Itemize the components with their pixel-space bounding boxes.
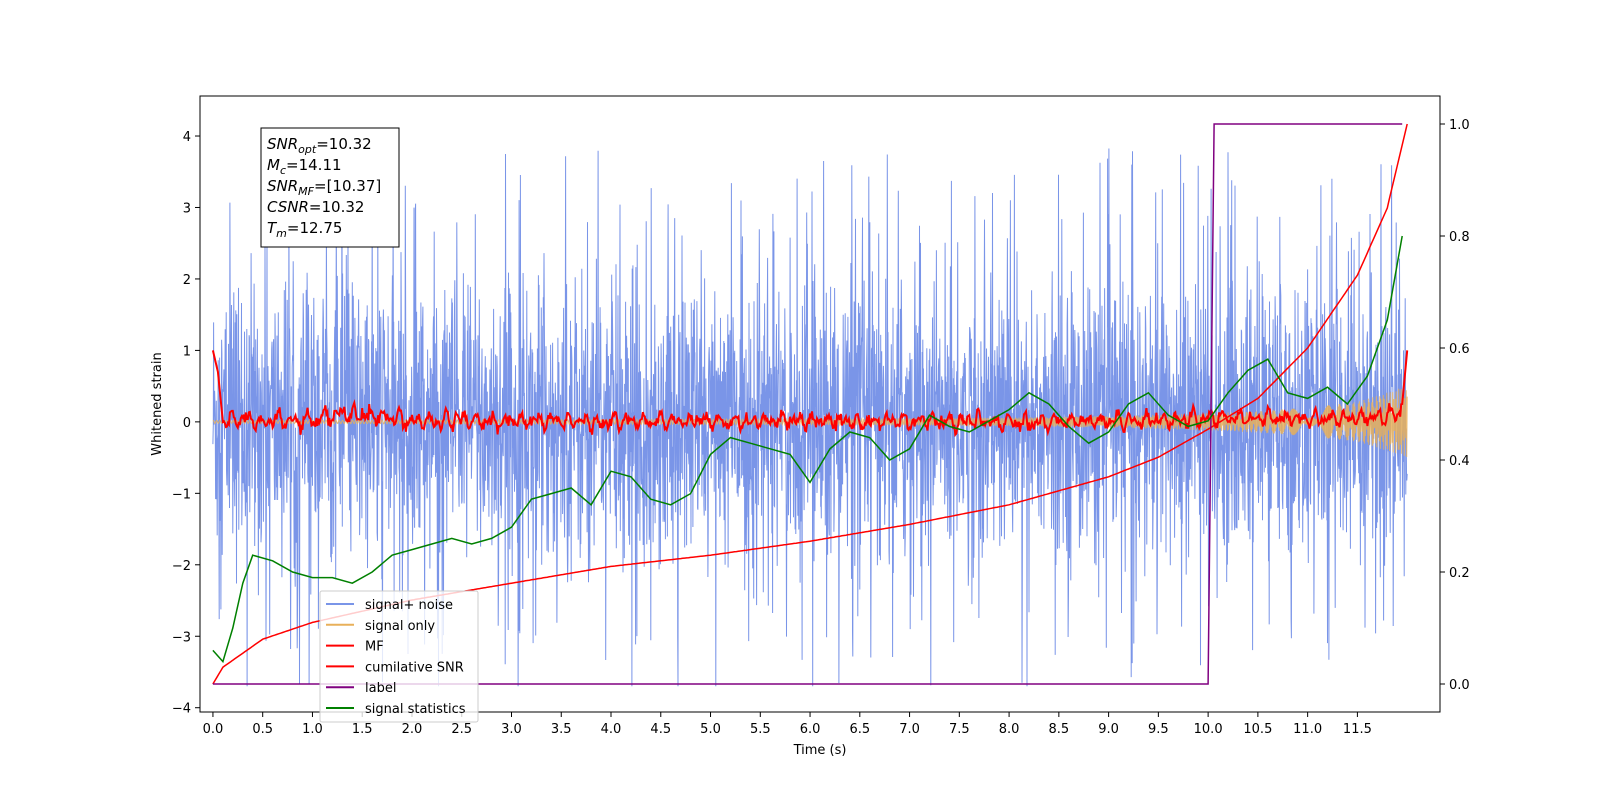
- stats-symbol: SNR: [267, 177, 298, 195]
- stats-subscript: MF: [298, 185, 314, 198]
- y-left-tick-label: 3: [183, 201, 191, 216]
- y-right-tick-label: 0.8: [1449, 230, 1470, 245]
- series-mf: [211, 350, 1409, 438]
- y-left-tick-label: −2: [172, 559, 191, 574]
- x-tick-label: 5.0: [700, 722, 721, 737]
- y-left-tick-label: 4: [183, 130, 191, 145]
- x-tick-label: 0.0: [203, 722, 224, 737]
- plot-frame: [199, 95, 1441, 713]
- stats-symbol: CSNR: [267, 198, 309, 216]
- series-label: [212, 123, 1403, 685]
- legend-label: signal only: [365, 619, 435, 634]
- x-tick-label: 1.0: [302, 722, 323, 737]
- legend-label: MF: [365, 640, 384, 655]
- x-tick-label: 10.5: [1243, 722, 1272, 737]
- y-left-tick-label: −4: [172, 702, 191, 717]
- stats-line: CSNR=10.32: [267, 198, 364, 216]
- stats-symbol: SNR: [267, 135, 298, 153]
- legend-label: label: [365, 681, 396, 696]
- y-left-tick-label: −3: [172, 630, 191, 645]
- x-tick-label: 7.0: [899, 722, 920, 737]
- y-left-tick-label: 2: [183, 273, 191, 288]
- y-left-tick-label: 1: [183, 344, 191, 359]
- x-tick-label: 0.5: [252, 722, 273, 737]
- stats-line: SNRopt=10.32: [267, 135, 372, 156]
- stats-subscript: m: [276, 227, 287, 240]
- x-tick-label: 4.5: [650, 722, 671, 737]
- stats-symbol: M: [267, 156, 280, 174]
- y-right-tick-label: 0.6: [1449, 342, 1470, 357]
- stats-value: =[10.37]: [314, 177, 381, 195]
- x-axis: 0.0 0.5 1.0 1.5 2.0 2.5 3.0 3.5 4.0 4.5 5.0 5.5 6.0 6…: [203, 712, 1372, 737]
- stats-line: SNRMF=[10.37]: [267, 177, 381, 198]
- stats-value: =14.11: [286, 156, 342, 174]
- y-right-tick-label: 1.0: [1449, 118, 1470, 133]
- y-left-tick-label: 0: [183, 416, 191, 431]
- x-tick-label: 7.5: [949, 722, 970, 737]
- stats-subscript: c: [280, 164, 286, 177]
- stats-box-frame: [260, 127, 400, 248]
- x-tick-label: 3.0: [501, 722, 522, 737]
- y-right-tick-label: 0.0: [1449, 678, 1470, 693]
- legend-label: signal+ noise: [365, 598, 453, 613]
- x-tick-label: 11.0: [1293, 722, 1322, 737]
- x-tick-label: 5.5: [750, 722, 771, 737]
- stats-box: SNRopt=10.32Mc=14.11SNRMF=[10.37]CSNR=10…: [260, 127, 400, 248]
- x-tick-label: 10.0: [1194, 722, 1223, 737]
- legend-label: cumilative SNR: [365, 660, 464, 675]
- y-right-tick-label: 0.2: [1449, 566, 1470, 581]
- x-tick-label: 1.5: [352, 722, 373, 737]
- x-axis-title: Time (s): [793, 743, 847, 758]
- stats-line: Mc=14.11: [267, 156, 342, 177]
- series-signal-noise: [212, 148, 1408, 687]
- x-tick-label: 2.5: [451, 722, 472, 737]
- legend: signal+ noise signal only MF cumilative SNR…: [319, 590, 479, 723]
- x-tick-label: 2.0: [402, 722, 423, 737]
- x-tick-label: 6.5: [849, 722, 870, 737]
- stats-symbol: T: [267, 219, 278, 237]
- x-tick-label: 9.5: [1148, 722, 1169, 737]
- stats-value: =12.75: [287, 219, 343, 237]
- x-tick-label: 4.0: [601, 722, 622, 737]
- stats-subscript: opt: [298, 143, 317, 156]
- x-tick-label: 3.5: [551, 722, 572, 737]
- y-axis-title: Whitened strain: [150, 352, 165, 455]
- x-tick-label: 11.5: [1343, 722, 1372, 737]
- legend-frame: [319, 590, 479, 723]
- series-signal-statistics: [212, 235, 1403, 664]
- y-right-tick-label: 0.4: [1449, 454, 1470, 469]
- x-tick-label: 9.0: [1098, 722, 1119, 737]
- x-tick-label: 8.0: [999, 722, 1020, 737]
- legend-label: signal statistics: [365, 702, 466, 717]
- x-tick-label: 6.0: [800, 722, 821, 737]
- x-tick-label: 8.5: [1049, 722, 1070, 737]
- stats-line: Tm=12.75: [267, 219, 342, 240]
- y-axis-right: 0.0 0.2 0.4 0.6 0.8 1.0: [1440, 118, 1470, 693]
- y-left-tick-label: −1: [172, 487, 191, 502]
- stats-value: =10.32: [309, 198, 365, 216]
- stats-value: =10.32: [316, 135, 372, 153]
- y-axis-left: −4 −3 −2 −1 0 1 2 3 4: [172, 130, 200, 717]
